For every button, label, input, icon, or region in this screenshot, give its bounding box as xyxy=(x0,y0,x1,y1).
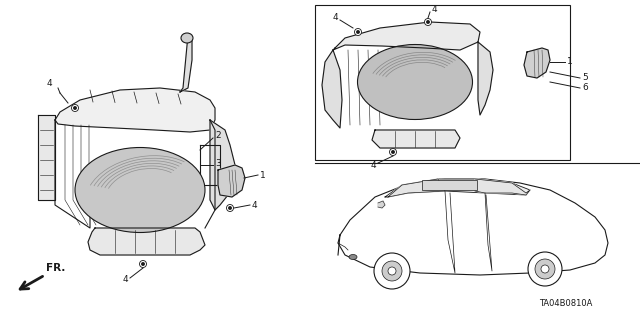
Polygon shape xyxy=(372,130,460,148)
Circle shape xyxy=(374,253,410,289)
Circle shape xyxy=(227,204,234,211)
Ellipse shape xyxy=(349,255,357,259)
Ellipse shape xyxy=(181,33,193,43)
Text: TA04B0810A: TA04B0810A xyxy=(539,299,592,308)
Circle shape xyxy=(424,19,431,26)
Text: 3: 3 xyxy=(215,159,221,167)
Polygon shape xyxy=(180,35,192,92)
Text: 4: 4 xyxy=(432,5,438,14)
Circle shape xyxy=(535,259,555,279)
Circle shape xyxy=(141,263,145,266)
Circle shape xyxy=(528,252,562,286)
Text: FR.: FR. xyxy=(46,263,65,273)
Polygon shape xyxy=(338,179,608,275)
Polygon shape xyxy=(322,50,342,128)
Text: 4: 4 xyxy=(46,79,52,88)
Polygon shape xyxy=(378,201,385,208)
Circle shape xyxy=(356,30,360,33)
Text: 4: 4 xyxy=(371,160,376,169)
Text: 5: 5 xyxy=(582,73,588,83)
Text: 1: 1 xyxy=(567,57,573,66)
Polygon shape xyxy=(55,88,215,132)
Ellipse shape xyxy=(358,44,472,120)
Polygon shape xyxy=(388,179,445,197)
Bar xyxy=(422,180,477,190)
Circle shape xyxy=(140,261,147,268)
Polygon shape xyxy=(38,115,55,200)
Polygon shape xyxy=(475,179,530,195)
Polygon shape xyxy=(385,179,530,197)
Circle shape xyxy=(426,20,429,24)
Text: 4: 4 xyxy=(252,201,258,210)
Polygon shape xyxy=(88,228,205,255)
Circle shape xyxy=(228,206,232,210)
Polygon shape xyxy=(333,22,480,50)
Circle shape xyxy=(392,151,395,153)
Polygon shape xyxy=(218,165,245,197)
Bar xyxy=(315,5,570,160)
Ellipse shape xyxy=(75,147,205,233)
Text: 6: 6 xyxy=(582,84,588,93)
Circle shape xyxy=(382,261,402,281)
Text: 4: 4 xyxy=(332,13,338,23)
Circle shape xyxy=(390,149,397,155)
Polygon shape xyxy=(478,42,493,115)
Text: 1: 1 xyxy=(260,170,266,180)
Polygon shape xyxy=(524,48,550,78)
Circle shape xyxy=(72,105,79,112)
Circle shape xyxy=(74,107,77,109)
Circle shape xyxy=(541,265,549,273)
Circle shape xyxy=(355,28,362,35)
Polygon shape xyxy=(210,120,235,210)
Text: 2: 2 xyxy=(215,131,221,140)
Circle shape xyxy=(388,267,396,275)
Text: 4: 4 xyxy=(122,276,128,285)
